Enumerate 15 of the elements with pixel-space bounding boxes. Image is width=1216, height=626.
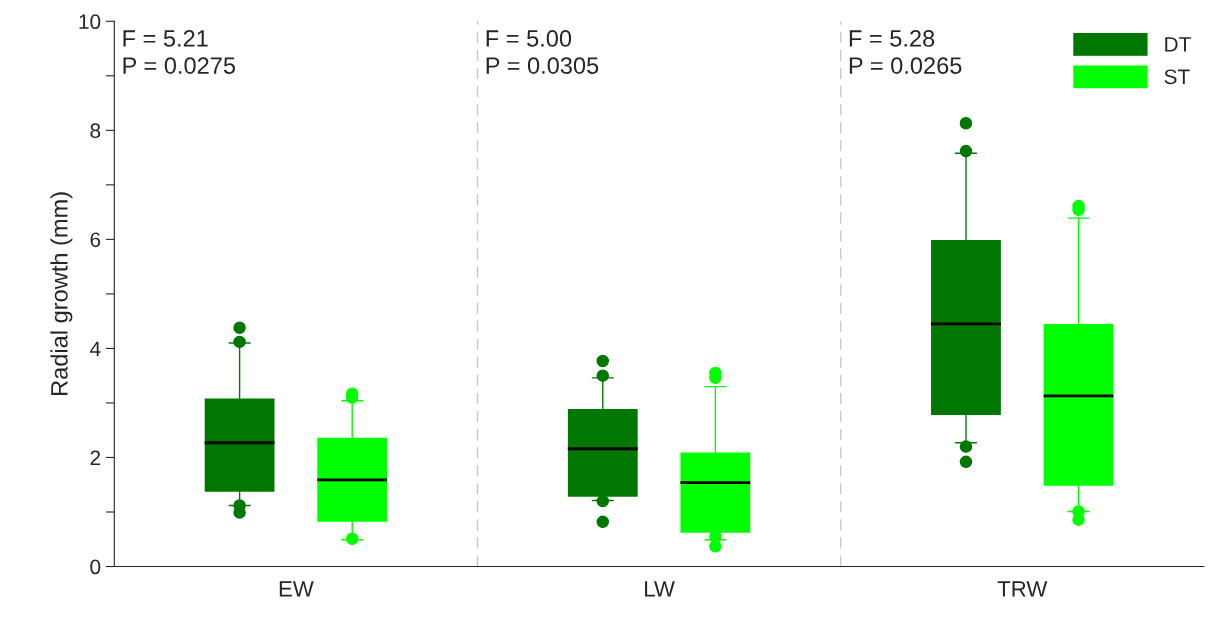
- y-tick-label: 6: [90, 232, 101, 248]
- annotation: F = 5.28 P = 0.0265: [849, 30, 962, 74]
- y-tick-label: 8: [90, 123, 101, 139]
- annotation: F = 5.00 P = 0.0305: [486, 30, 599, 74]
- annotation: F = 5.21 P = 0.0275: [123, 30, 236, 74]
- legend-label: DT: [1165, 37, 1191, 52]
- x-tick-label: EW: [279, 581, 314, 597]
- y-tick-label: 4: [90, 341, 101, 356]
- y-axis-title: Radial growth (mm): [50, 192, 73, 395]
- legend-label: ST: [1164, 69, 1190, 85]
- y-tick-label: 10: [79, 14, 101, 30]
- x-tick-label: TRW: [997, 581, 1048, 597]
- x-tick-label: LW: [645, 581, 675, 597]
- y-tick-label: 2: [90, 450, 101, 466]
- y-tick-label: 0: [90, 559, 101, 575]
